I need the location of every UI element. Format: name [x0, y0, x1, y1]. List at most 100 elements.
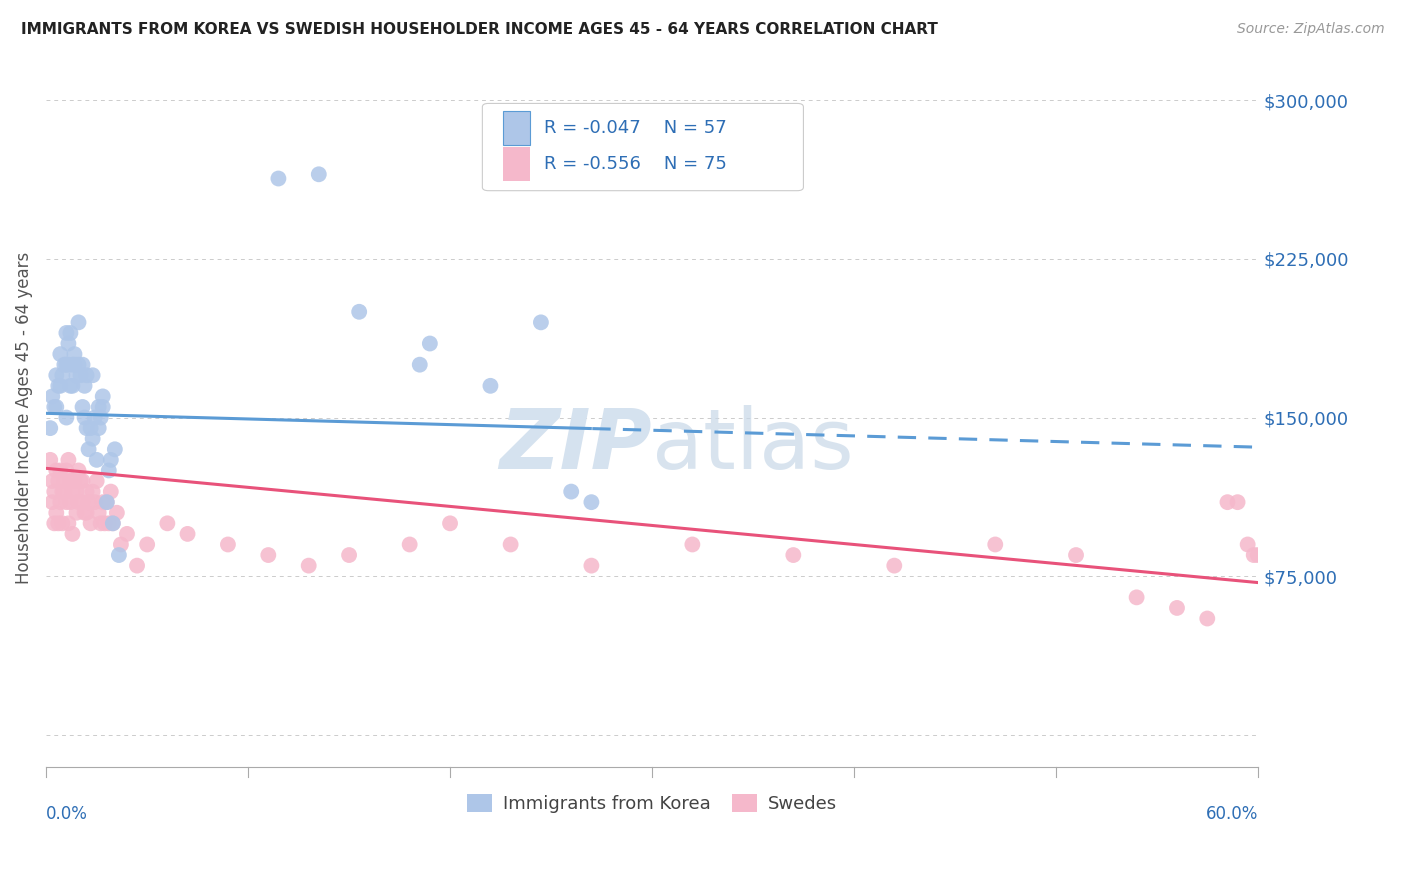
Point [72, 474, 94, 488]
Point [79, 421, 101, 435]
Point [76, 484, 98, 499]
Point [59, 474, 82, 488]
Point [72, 495, 94, 509]
Point [65, 506, 87, 520]
Point [76, 368, 98, 383]
Point [67, 463, 90, 477]
Point [41, 474, 63, 488]
Point [39, 453, 62, 467]
Point [55, 495, 77, 509]
Point [110, 537, 132, 551]
Point [1243, 548, 1265, 562]
Point [298, 558, 321, 573]
Point [55, 326, 77, 340]
Point [1166, 601, 1188, 615]
Point [65, 368, 87, 383]
Point [97, 463, 120, 477]
Point [115, 527, 138, 541]
Text: 60.0%: 60.0% [1205, 805, 1258, 823]
Text: IMMIGRANTS FROM KOREA VS SWEDISH HOUSEHOLDER INCOME AGES 45 - 64 YEARS CORRELATI: IMMIGRANTS FROM KOREA VS SWEDISH HOUSEHO… [21, 22, 938, 37]
Point [76, 506, 98, 520]
Point [217, 537, 239, 551]
Point [499, 537, 522, 551]
Point [49, 463, 72, 477]
Point [1247, 548, 1270, 562]
Point [73, 410, 96, 425]
Point [91, 495, 114, 509]
Point [100, 453, 122, 467]
Point [77, 495, 100, 509]
Point [53, 484, 76, 499]
Point [96, 495, 118, 509]
Point [67, 358, 90, 372]
Point [62, 484, 84, 499]
Y-axis label: Householder Income Ages 45 - 64 years: Householder Income Ages 45 - 64 years [15, 252, 32, 583]
Point [90, 516, 112, 531]
Point [58, 516, 80, 531]
Point [257, 548, 280, 562]
Point [530, 315, 553, 329]
Point [44, 516, 66, 531]
Text: atlas: atlas [652, 405, 853, 486]
Point [59, 326, 82, 340]
Text: Source: ZipAtlas.com: Source: ZipAtlas.com [1237, 22, 1385, 37]
Point [82, 484, 104, 499]
Point [72, 400, 94, 414]
Point [63, 358, 86, 372]
Point [55, 358, 77, 372]
Point [82, 432, 104, 446]
Point [73, 506, 96, 520]
Point [63, 474, 86, 488]
Point [97, 516, 120, 531]
Point [73, 379, 96, 393]
Point [94, 516, 117, 531]
Point [87, 400, 110, 414]
Point [58, 453, 80, 467]
Point [45, 368, 67, 383]
Point [87, 506, 110, 520]
Point [104, 442, 127, 457]
Point [59, 495, 82, 509]
Point [51, 516, 73, 531]
Point [77, 442, 100, 457]
Point [984, 537, 1007, 551]
Point [90, 410, 112, 425]
Point [560, 484, 582, 499]
Point [108, 548, 131, 562]
Point [46, 474, 69, 488]
Point [86, 474, 108, 488]
Text: R = -0.047    N = 57: R = -0.047 N = 57 [544, 119, 727, 136]
Point [91, 400, 114, 414]
Point [72, 358, 94, 372]
Point [41, 389, 63, 403]
Point [55, 463, 77, 477]
Point [176, 527, 198, 541]
Point [76, 421, 98, 435]
Point [79, 516, 101, 531]
Point [58, 358, 80, 372]
Point [63, 347, 86, 361]
Point [49, 495, 72, 509]
Point [1236, 537, 1258, 551]
Point [419, 336, 441, 351]
Point [53, 358, 76, 372]
Point [409, 358, 432, 372]
Point [398, 537, 420, 551]
Point [59, 379, 82, 393]
Point [44, 484, 66, 499]
Point [83, 410, 105, 425]
Point [62, 379, 84, 393]
FancyBboxPatch shape [503, 147, 530, 181]
Point [87, 421, 110, 435]
Point [479, 379, 502, 393]
Point [46, 516, 69, 531]
Point [62, 358, 84, 372]
Text: 0.0%: 0.0% [46, 805, 89, 823]
Point [46, 379, 69, 393]
FancyBboxPatch shape [482, 103, 803, 191]
Point [49, 347, 72, 361]
Point [681, 537, 703, 551]
Point [308, 167, 330, 181]
Point [65, 484, 87, 499]
Point [156, 516, 179, 531]
